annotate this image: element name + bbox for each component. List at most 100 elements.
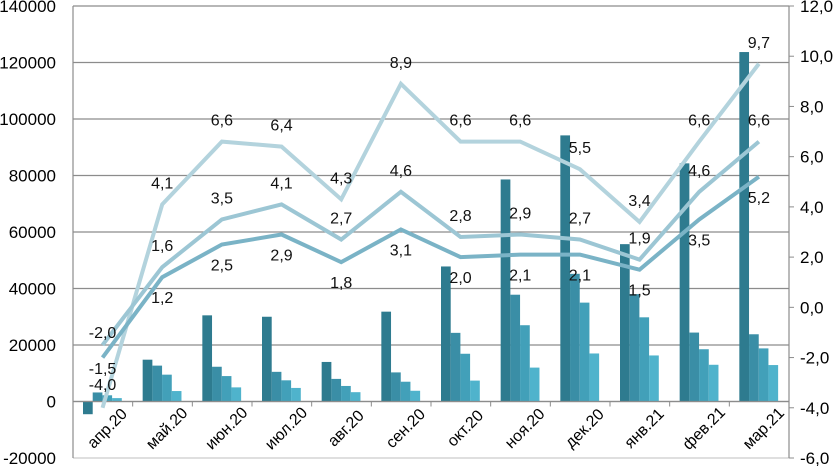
left-axis-tick-label: 80000	[9, 167, 56, 186]
bar-1	[142, 359, 153, 402]
data-label: 6,6	[509, 113, 531, 130]
data-label: 2,1	[509, 268, 531, 285]
data-label: 2,9	[270, 248, 292, 265]
right-axis-tick-label: 10,0	[800, 47, 833, 66]
bar-2	[92, 392, 103, 402]
bar-1	[620, 244, 630, 402]
right-axis-tick-label: 8,0	[800, 97, 824, 116]
right-axis-ticks: -6,0 -4,0 -2,0 0,0 2,0 4,0 6,0 8,0 10,0 12,0	[800, 0, 833, 466]
right-axis-tick-label: 12,0	[800, 0, 833, 16]
category-label: окт.20	[444, 407, 487, 450]
bar-1	[560, 135, 571, 402]
data-label: 2,7	[569, 211, 591, 228]
right-axis-tick-label: 4,0	[800, 198, 824, 217]
data-label: 1,5	[628, 283, 650, 300]
bar-1	[321, 361, 332, 402]
bar-1	[679, 163, 690, 402]
bar-1	[441, 266, 451, 402]
left-axis-tick-label: 60000	[9, 223, 56, 242]
data-label: 2,7	[330, 211, 352, 228]
data-label: 2,1	[569, 268, 591, 285]
bar-series-group	[83, 52, 779, 415]
left-axis-tick-label: 100000	[0, 110, 56, 129]
bar-3	[400, 381, 411, 402]
data-label: 2,5	[211, 258, 233, 275]
left-axis-tick-label: 40000	[9, 280, 56, 299]
data-label: 1,2	[151, 290, 173, 307]
bar-4	[470, 380, 480, 402]
data-label: 3,5	[211, 190, 233, 207]
data-label: 3,4	[628, 193, 650, 210]
bar-2	[271, 371, 282, 402]
category-label: июн.20	[203, 404, 252, 453]
bar-2	[749, 334, 759, 402]
data-label: 8,9	[390, 55, 412, 72]
data-label: 6,6	[688, 113, 710, 130]
left-axis-tick-label: 120000	[0, 54, 56, 73]
data-label: 4,3	[330, 170, 352, 187]
right-axis-tick-label: -4,0	[800, 399, 829, 418]
bar-3	[520, 325, 530, 402]
category-label: сен.20	[383, 406, 429, 452]
right-axis-tick-label: 6,0	[800, 148, 824, 167]
axes	[72, 5, 794, 459]
bar-3	[758, 348, 769, 402]
bar-4	[529, 367, 540, 402]
bar-3	[579, 302, 590, 402]
bar-1	[381, 311, 392, 402]
data-label: 1,6	[151, 238, 173, 255]
bar-2	[331, 378, 342, 402]
left-axis-tick-label: 0	[47, 393, 56, 412]
bar-4	[410, 390, 421, 402]
data-label: 4,1	[151, 175, 173, 192]
line-series-group	[100, 62, 761, 409]
data-label: 4,1	[270, 175, 292, 192]
bar-2	[689, 332, 700, 402]
bar-1	[262, 316, 272, 402]
bar-2	[510, 294, 521, 402]
bar-3	[162, 374, 172, 402]
data-label: -2,0	[89, 325, 117, 342]
data-label: 9,7	[748, 35, 770, 52]
category-label: дек.20	[562, 406, 608, 452]
line-series-1	[100, 62, 761, 409]
bar-1	[83, 401, 93, 415]
bar-1	[500, 179, 511, 402]
bar-3	[341, 385, 351, 402]
bar-4	[112, 398, 122, 402]
category-label: ноя.20	[502, 406, 548, 452]
bar-4	[768, 365, 779, 402]
bar-2	[391, 372, 401, 402]
data-label: 1,9	[628, 231, 650, 248]
data-label: 5,2	[748, 190, 770, 207]
data-label: 2,9	[509, 206, 531, 223]
category-label: янв.21	[622, 406, 668, 452]
data-label: -4,0	[89, 377, 117, 394]
right-axis-tick-label: 2,0	[800, 248, 824, 267]
data-label: 4,6	[688, 163, 710, 180]
category-axis-labels: апр.20 май.20 июн.20 июл.20 авг.20 сен.20 окт.…	[84, 404, 788, 453]
left-axis-tick-label: -20000	[3, 449, 56, 466]
data-label: 5,5	[569, 140, 591, 157]
data-labels: -4,0 4,1 6,6 6,4 4,3 8,9 6,6 6,6 5,5 3,4 6,6 9,7 -1,…	[89, 35, 770, 394]
category-label: фев.21	[680, 404, 729, 453]
data-label: 6,6	[449, 113, 471, 130]
bar-4	[708, 364, 719, 402]
bar-1	[739, 52, 750, 402]
left-axis-ticks: -20000 0 20000 40000 60000 80000 100000 120000 1…	[0, 0, 56, 466]
category-label: авг.20	[325, 407, 368, 450]
category-label: июл.20	[262, 404, 311, 453]
bar-3	[639, 317, 650, 402]
bar-2	[570, 273, 580, 402]
data-label: 2,8	[449, 208, 471, 225]
data-label: 3,5	[688, 232, 710, 249]
right-axis-tick-label: 0,0	[800, 298, 824, 317]
left-axis-tick-label: 20000	[9, 336, 56, 355]
bar-3	[221, 376, 232, 402]
category-label: мар.21	[740, 405, 788, 453]
category-label: май.20	[143, 405, 191, 453]
bar-2	[450, 332, 461, 402]
bar-1	[202, 315, 213, 402]
left-axis-tick-label: 140000	[0, 0, 56, 16]
